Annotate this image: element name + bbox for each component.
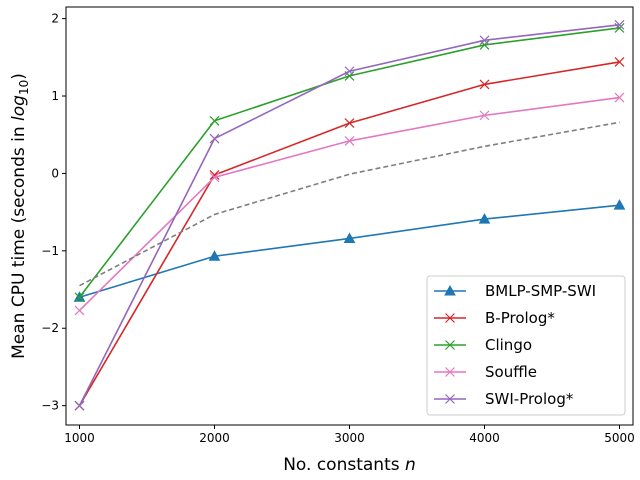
data-point-x [445, 394, 455, 404]
data-point-x [479, 79, 490, 90]
data-point-triangle [478, 213, 491, 224]
x-tick-label: 2000 [199, 431, 230, 445]
data-point-triangle [444, 284, 456, 296]
plot-area [73, 19, 626, 411]
data-point-triangle [343, 232, 356, 243]
data-point-x [344, 118, 355, 129]
data-point-x [479, 110, 490, 121]
x-axis-label: No. constants n [283, 455, 416, 475]
data-point-x [344, 135, 355, 146]
y-tick-label: 1 [51, 89, 59, 103]
x-axis: 1000 2000 3000 4000 5000 [64, 425, 635, 445]
series-line [78, 27, 620, 298]
x-tick-label: 1000 [64, 431, 95, 445]
y-axis: −3 −2 −1 0 1 2 [41, 12, 66, 413]
legend-label: Souffle [485, 363, 537, 381]
legend-label: BMLP-SMP-SWI [485, 282, 596, 300]
y-axis-label: Mean CPU time (seconds in log10) [9, 73, 31, 359]
data-point-x [445, 313, 455, 323]
data-point-x [614, 57, 625, 67]
data-point-x [445, 367, 455, 377]
legend-label: SWI-Prolog* [485, 390, 574, 408]
legend: BMLP-SMP-SWI B-Prolog* Clingo Souffle SWI-Pr… [426, 275, 626, 416]
data-point-x [209, 170, 220, 180]
y-tick-label: −3 [41, 399, 59, 413]
y-tick-label: −1 [41, 244, 59, 258]
data-point-x [74, 400, 85, 411]
data-point-x [209, 172, 220, 183]
x-tick-label: 5000 [604, 431, 635, 445]
data-point-x [614, 92, 625, 103]
data-point-triangle [613, 199, 626, 210]
data-point-x [74, 305, 85, 316]
data-point-x [344, 66, 355, 77]
data-point-triangle [208, 250, 221, 261]
y-tick-label: 2 [51, 12, 59, 26]
legend-label: B-Prolog* [485, 309, 555, 327]
y-tick-label: 0 [51, 166, 59, 180]
x-tick-label: 4000 [469, 431, 500, 445]
legend-box [426, 275, 626, 416]
series-line [79, 121, 620, 287]
data-point-x [74, 292, 85, 303]
data-point-x [445, 340, 455, 350]
data-point-x [479, 35, 490, 46]
x-tick-label: 3000 [334, 431, 365, 445]
legend-label: Clingo [485, 336, 532, 354]
data-point-x [209, 115, 220, 126]
data-point-x [614, 19, 625, 30]
data-point-x [479, 40, 490, 50]
data-point-x [209, 133, 220, 144]
y-tick-label: −2 [41, 321, 59, 335]
